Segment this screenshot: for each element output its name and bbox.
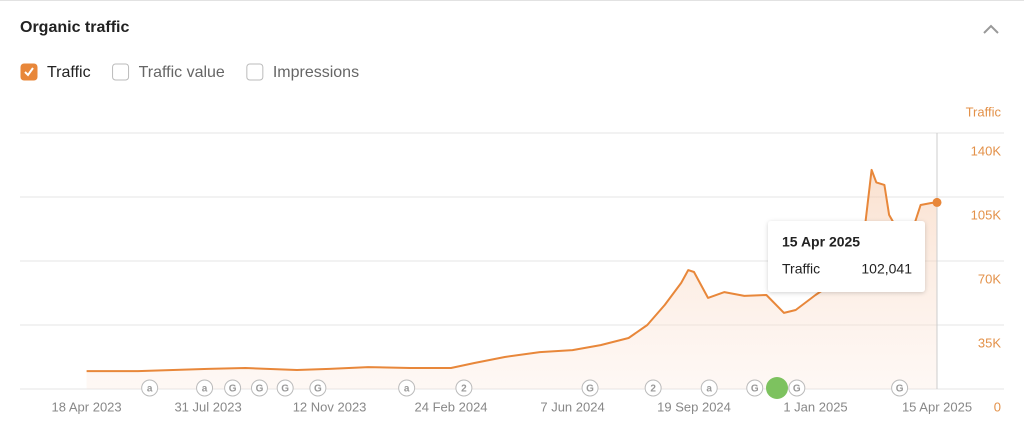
tooltip-series: Traffic bbox=[782, 261, 820, 277]
annotation-label: G bbox=[229, 384, 237, 395]
annotation-label: G bbox=[793, 384, 801, 395]
y-tick-label: 140K bbox=[971, 143, 1002, 158]
annotation-label: a bbox=[202, 384, 208, 395]
annotation-label: G bbox=[314, 384, 322, 395]
annotation-marker[interactable] bbox=[581, 379, 599, 397]
annotation-label: a bbox=[706, 384, 712, 395]
annotation-label: a bbox=[404, 384, 410, 395]
annotation-marker[interactable] bbox=[398, 379, 416, 397]
annotation-marker[interactable] bbox=[276, 379, 294, 397]
annotation-marker[interactable] bbox=[309, 379, 327, 397]
event-marker[interactable] bbox=[766, 377, 788, 399]
x-tick-label: 1 Jan 2025 bbox=[783, 399, 847, 414]
annotation-marker[interactable] bbox=[788, 379, 806, 397]
annotation-marker[interactable] bbox=[196, 379, 214, 397]
hover-point bbox=[932, 197, 942, 207]
panel-title: Organic traffic bbox=[20, 19, 129, 36]
tooltip-value: 102,041 bbox=[861, 261, 912, 277]
checkbox[interactable] bbox=[112, 63, 130, 81]
annotation-marker[interactable] bbox=[141, 379, 159, 397]
area bbox=[86, 169, 937, 389]
y-tick-label: 105K bbox=[971, 207, 1002, 222]
annotation-label: a bbox=[147, 384, 153, 395]
annotation-marker[interactable] bbox=[455, 379, 473, 397]
x-tick-label: 31 Jul 2023 bbox=[174, 399, 241, 414]
checkbox[interactable] bbox=[246, 63, 264, 81]
annotation-marker[interactable] bbox=[891, 379, 909, 397]
annotation-label: G bbox=[751, 384, 759, 395]
x-tick-label: 24 Feb 2024 bbox=[415, 399, 488, 414]
tooltip: 15 Apr 2025 Traffic 102,041 bbox=[768, 221, 925, 292]
plot: 0 35K 70K 105K 140K Traffic 18 Apr 2023 31 Jul … bbox=[20, 104, 1004, 414]
annotation-label: G bbox=[896, 384, 904, 395]
annotation-label: G bbox=[256, 384, 264, 395]
checkbox-label[interactable]: Traffic bbox=[47, 64, 91, 81]
x-tick-label: 19 Sep 2024 bbox=[657, 399, 731, 414]
toggles: Traffic Traffic value Impressions bbox=[20, 63, 359, 81]
annotation-label: 2 bbox=[650, 384, 656, 395]
x-tick-label: 18 Apr 2023 bbox=[52, 399, 122, 414]
annotation-marker[interactable] bbox=[746, 379, 764, 397]
annotation-marker[interactable] bbox=[250, 379, 268, 397]
x-tick-label: 7 Jun 2024 bbox=[540, 399, 604, 414]
collapse-toggle[interactable] bbox=[983, 24, 999, 34]
annotation-label: 2 bbox=[461, 384, 467, 395]
y-tick-label: 0 bbox=[994, 399, 1001, 414]
x-tick-label: 12 Nov 2023 bbox=[293, 399, 367, 414]
annotation-label: G bbox=[586, 384, 594, 395]
checkmark bbox=[24, 67, 34, 77]
annotation-label: G bbox=[281, 384, 289, 395]
line bbox=[86, 168, 938, 373]
checkbox-label[interactable]: Traffic value bbox=[139, 64, 225, 81]
tooltip-title: 15 Apr 2025 bbox=[782, 234, 860, 250]
annotation-marker[interactable] bbox=[644, 379, 662, 397]
x-tick-label: 15 Apr 2025 bbox=[902, 399, 972, 414]
tooltip-box bbox=[768, 221, 925, 292]
y-tick-label: 35K bbox=[978, 335, 1001, 350]
annotation-marker[interactable] bbox=[700, 379, 718, 397]
annotation-marker[interactable] bbox=[224, 379, 242, 397]
y-axis-label: Traffic bbox=[966, 104, 1002, 119]
checkbox-label[interactable]: Impressions bbox=[273, 64, 359, 81]
y-tick-label: 70K bbox=[978, 271, 1001, 286]
